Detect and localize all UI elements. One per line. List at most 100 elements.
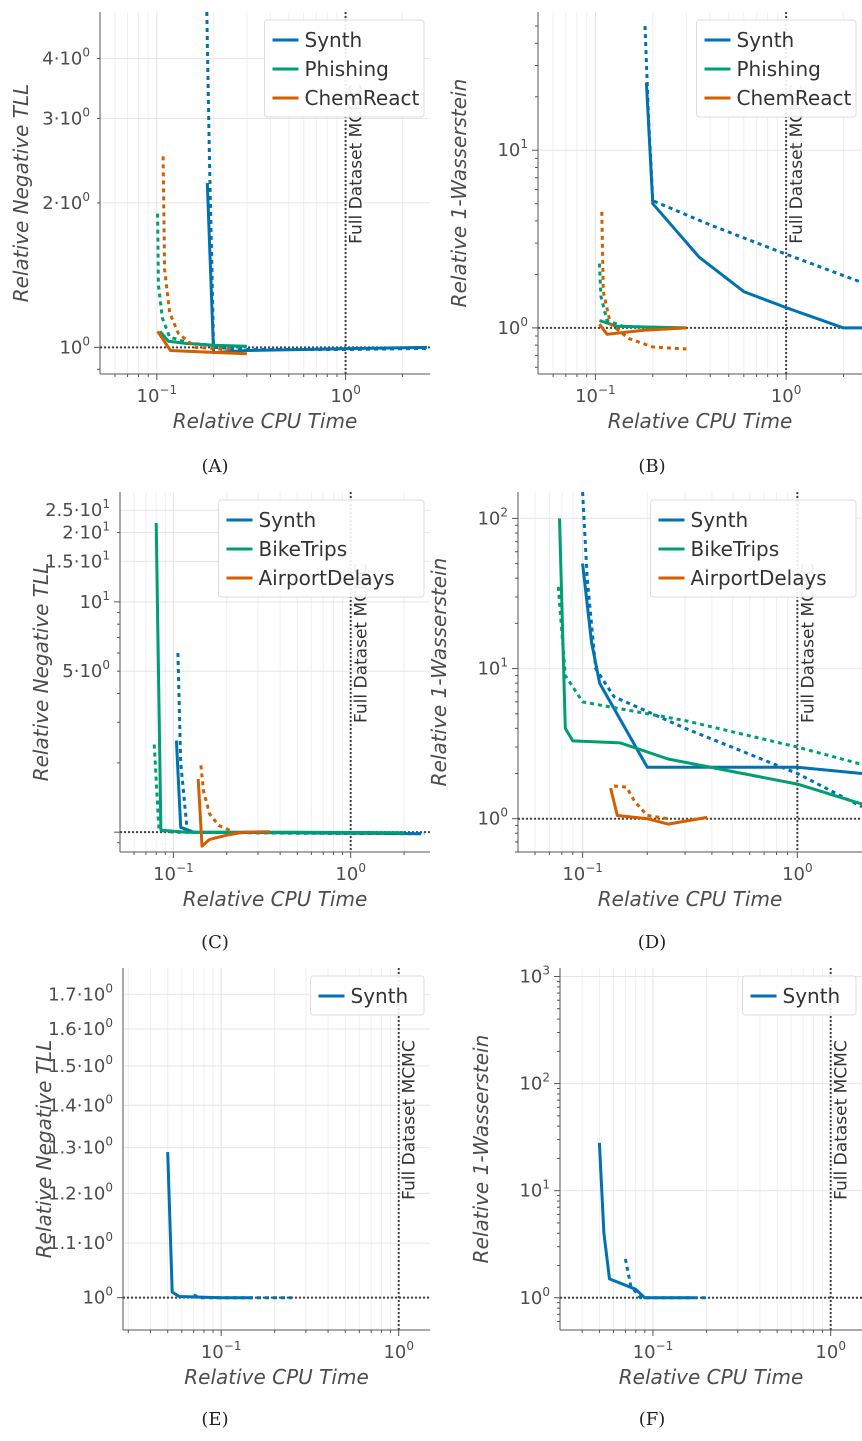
panel-caption: (C) xyxy=(201,932,229,953)
x-axis-label: Relative CPU Time xyxy=(183,887,368,911)
x-tick-base: 10 xyxy=(330,386,353,407)
x-tick-exponent: −1 xyxy=(656,1339,674,1353)
series-line-approx-1 xyxy=(176,652,425,836)
series-line-synth xyxy=(597,1142,694,1300)
x-axis-label: Relative CPU Time xyxy=(173,409,358,433)
series-line-approx-3 xyxy=(597,263,672,330)
legend: Synth xyxy=(310,975,425,1016)
series-line-airportdelays xyxy=(609,787,708,826)
y-tick-exponent: 0 xyxy=(82,45,90,59)
x-tick-label: 100 xyxy=(771,383,802,407)
y-tick-label: 100 xyxy=(497,315,528,339)
y-tick-label: 2·101 xyxy=(62,520,110,544)
y-tick-exponent: 0 xyxy=(82,334,90,348)
panel-caption: (E) xyxy=(201,1409,228,1430)
x-tick-base: 10 xyxy=(201,1342,224,1363)
y-tick-label: 101 xyxy=(497,137,528,161)
y-tick-label: 100 xyxy=(59,334,90,358)
x-tick-base: 10 xyxy=(633,1342,656,1363)
series-line-approx-1 xyxy=(192,1293,292,1300)
x-tick-exponent: 0 xyxy=(358,861,366,875)
legend-entry: Synth xyxy=(259,508,317,532)
x-tick-label: 100 xyxy=(815,1339,846,1363)
y-tick-exponent: 0 xyxy=(105,1135,113,1149)
reference-label: Full Dataset MCMC xyxy=(352,563,372,723)
y-tick-label: 4·100 xyxy=(42,45,90,69)
legend-box xyxy=(264,19,425,118)
y-tick-label: 3·100 xyxy=(42,105,90,129)
y-tick-exponent: 0 xyxy=(105,1053,113,1067)
y-tick-base: 1.2·10 xyxy=(48,1183,105,1204)
y-tick-label: 100 xyxy=(519,1285,550,1309)
legend: Synth Phishing ChemReact xyxy=(696,19,857,118)
legend-entry: BikeTrips xyxy=(691,537,780,561)
y-tick-label: 1.1·100 xyxy=(48,1230,113,1254)
legend: Synth BikeTrips AirportDelays xyxy=(650,499,857,598)
legend-entry: AirportDelays xyxy=(691,566,827,590)
y-tick-base: 10 xyxy=(59,337,82,358)
y-tick-exponent: 1 xyxy=(542,1178,550,1192)
y-axis-label: Relative Negative TLL xyxy=(9,84,33,303)
series-line-synth xyxy=(581,563,862,775)
y-tick-base: 5·10 xyxy=(62,661,102,682)
x-tick-exponent: −1 xyxy=(159,383,177,397)
reference-label: Full Dataset MCMC xyxy=(832,1040,852,1200)
y-tick-label: 1.5·101 xyxy=(45,548,110,572)
series-line-approx-5 xyxy=(199,765,235,834)
y-tick-exponent: 1 xyxy=(102,520,110,534)
y-tick-base: 1.5·10 xyxy=(48,1056,105,1077)
y-tick-label: 1.3·100 xyxy=(48,1135,113,1159)
y-tick-label: 2·100 xyxy=(42,190,90,214)
y-tick-base: 10 xyxy=(497,318,520,339)
panel-caption: (B) xyxy=(638,456,665,477)
series-line-approx-3 xyxy=(556,586,862,766)
series-line-approx-3 xyxy=(156,213,233,349)
y-tick-label: 100 xyxy=(477,806,508,830)
y-tick-exponent: 0 xyxy=(105,1092,113,1106)
x-tick-label: 10−1 xyxy=(562,861,603,885)
x-tick-base: 10 xyxy=(562,864,585,885)
panel-caption: (A) xyxy=(201,456,228,477)
y-tick-exponent: 2 xyxy=(500,505,508,519)
series-line-chemreact xyxy=(156,330,247,356)
series-line-chemreact xyxy=(598,323,687,336)
y-tick-label: 101 xyxy=(477,656,508,680)
x-tick-label: 100 xyxy=(330,383,361,407)
y-axis-label: Relative 1-Wasserstein xyxy=(427,558,451,787)
x-tick-label: 10−1 xyxy=(153,861,194,885)
y-tick-exponent: 0 xyxy=(105,981,113,995)
x-tick-base: 10 xyxy=(137,386,160,407)
y-tick-base: 10 xyxy=(82,1288,105,1309)
series-group xyxy=(597,26,862,351)
series-line-airportdelays xyxy=(196,779,270,848)
panel-c: 10−1 1005·1001011.5·1012·1012.5·101Relati… xyxy=(29,492,430,953)
y-tick-base: 10 xyxy=(519,966,542,987)
y-tick-label: 102 xyxy=(519,1071,550,1095)
series-line-biketrips xyxy=(558,518,862,806)
x-tick-label: 100 xyxy=(383,1339,414,1363)
y-tick-exponent: 1 xyxy=(102,548,110,562)
y-axis-label: Relative 1-Wasserstein xyxy=(447,79,471,308)
x-tick-base: 10 xyxy=(335,864,358,885)
legend-entry: ChemReact xyxy=(737,86,852,110)
y-tick-exponent: 0 xyxy=(102,658,110,672)
y-tick-exponent: 1 xyxy=(102,589,110,603)
series-line-approx-5 xyxy=(613,784,669,821)
legend-box xyxy=(696,19,857,118)
x-tick-label: 10−1 xyxy=(633,1339,674,1363)
x-tick-exponent: −1 xyxy=(585,861,603,875)
y-axis-label: Relative 1-Wasserstein xyxy=(469,1035,493,1264)
series-line-synth xyxy=(166,1152,253,1300)
legend-entry: Phishing xyxy=(305,57,389,81)
y-tick-base: 2·10 xyxy=(42,193,82,214)
y-tick-label: 100 xyxy=(82,1285,113,1309)
y-tick-label: 2.5·101 xyxy=(45,497,110,521)
series-group xyxy=(556,492,862,826)
y-tick-label: 1.7·100 xyxy=(48,981,113,1005)
legend: Synth BikeTrips AirportDelays xyxy=(218,499,425,598)
series-line-approx-1 xyxy=(643,26,862,284)
y-tick-exponent: 0 xyxy=(82,105,90,119)
x-tick-exponent: −1 xyxy=(176,861,194,875)
